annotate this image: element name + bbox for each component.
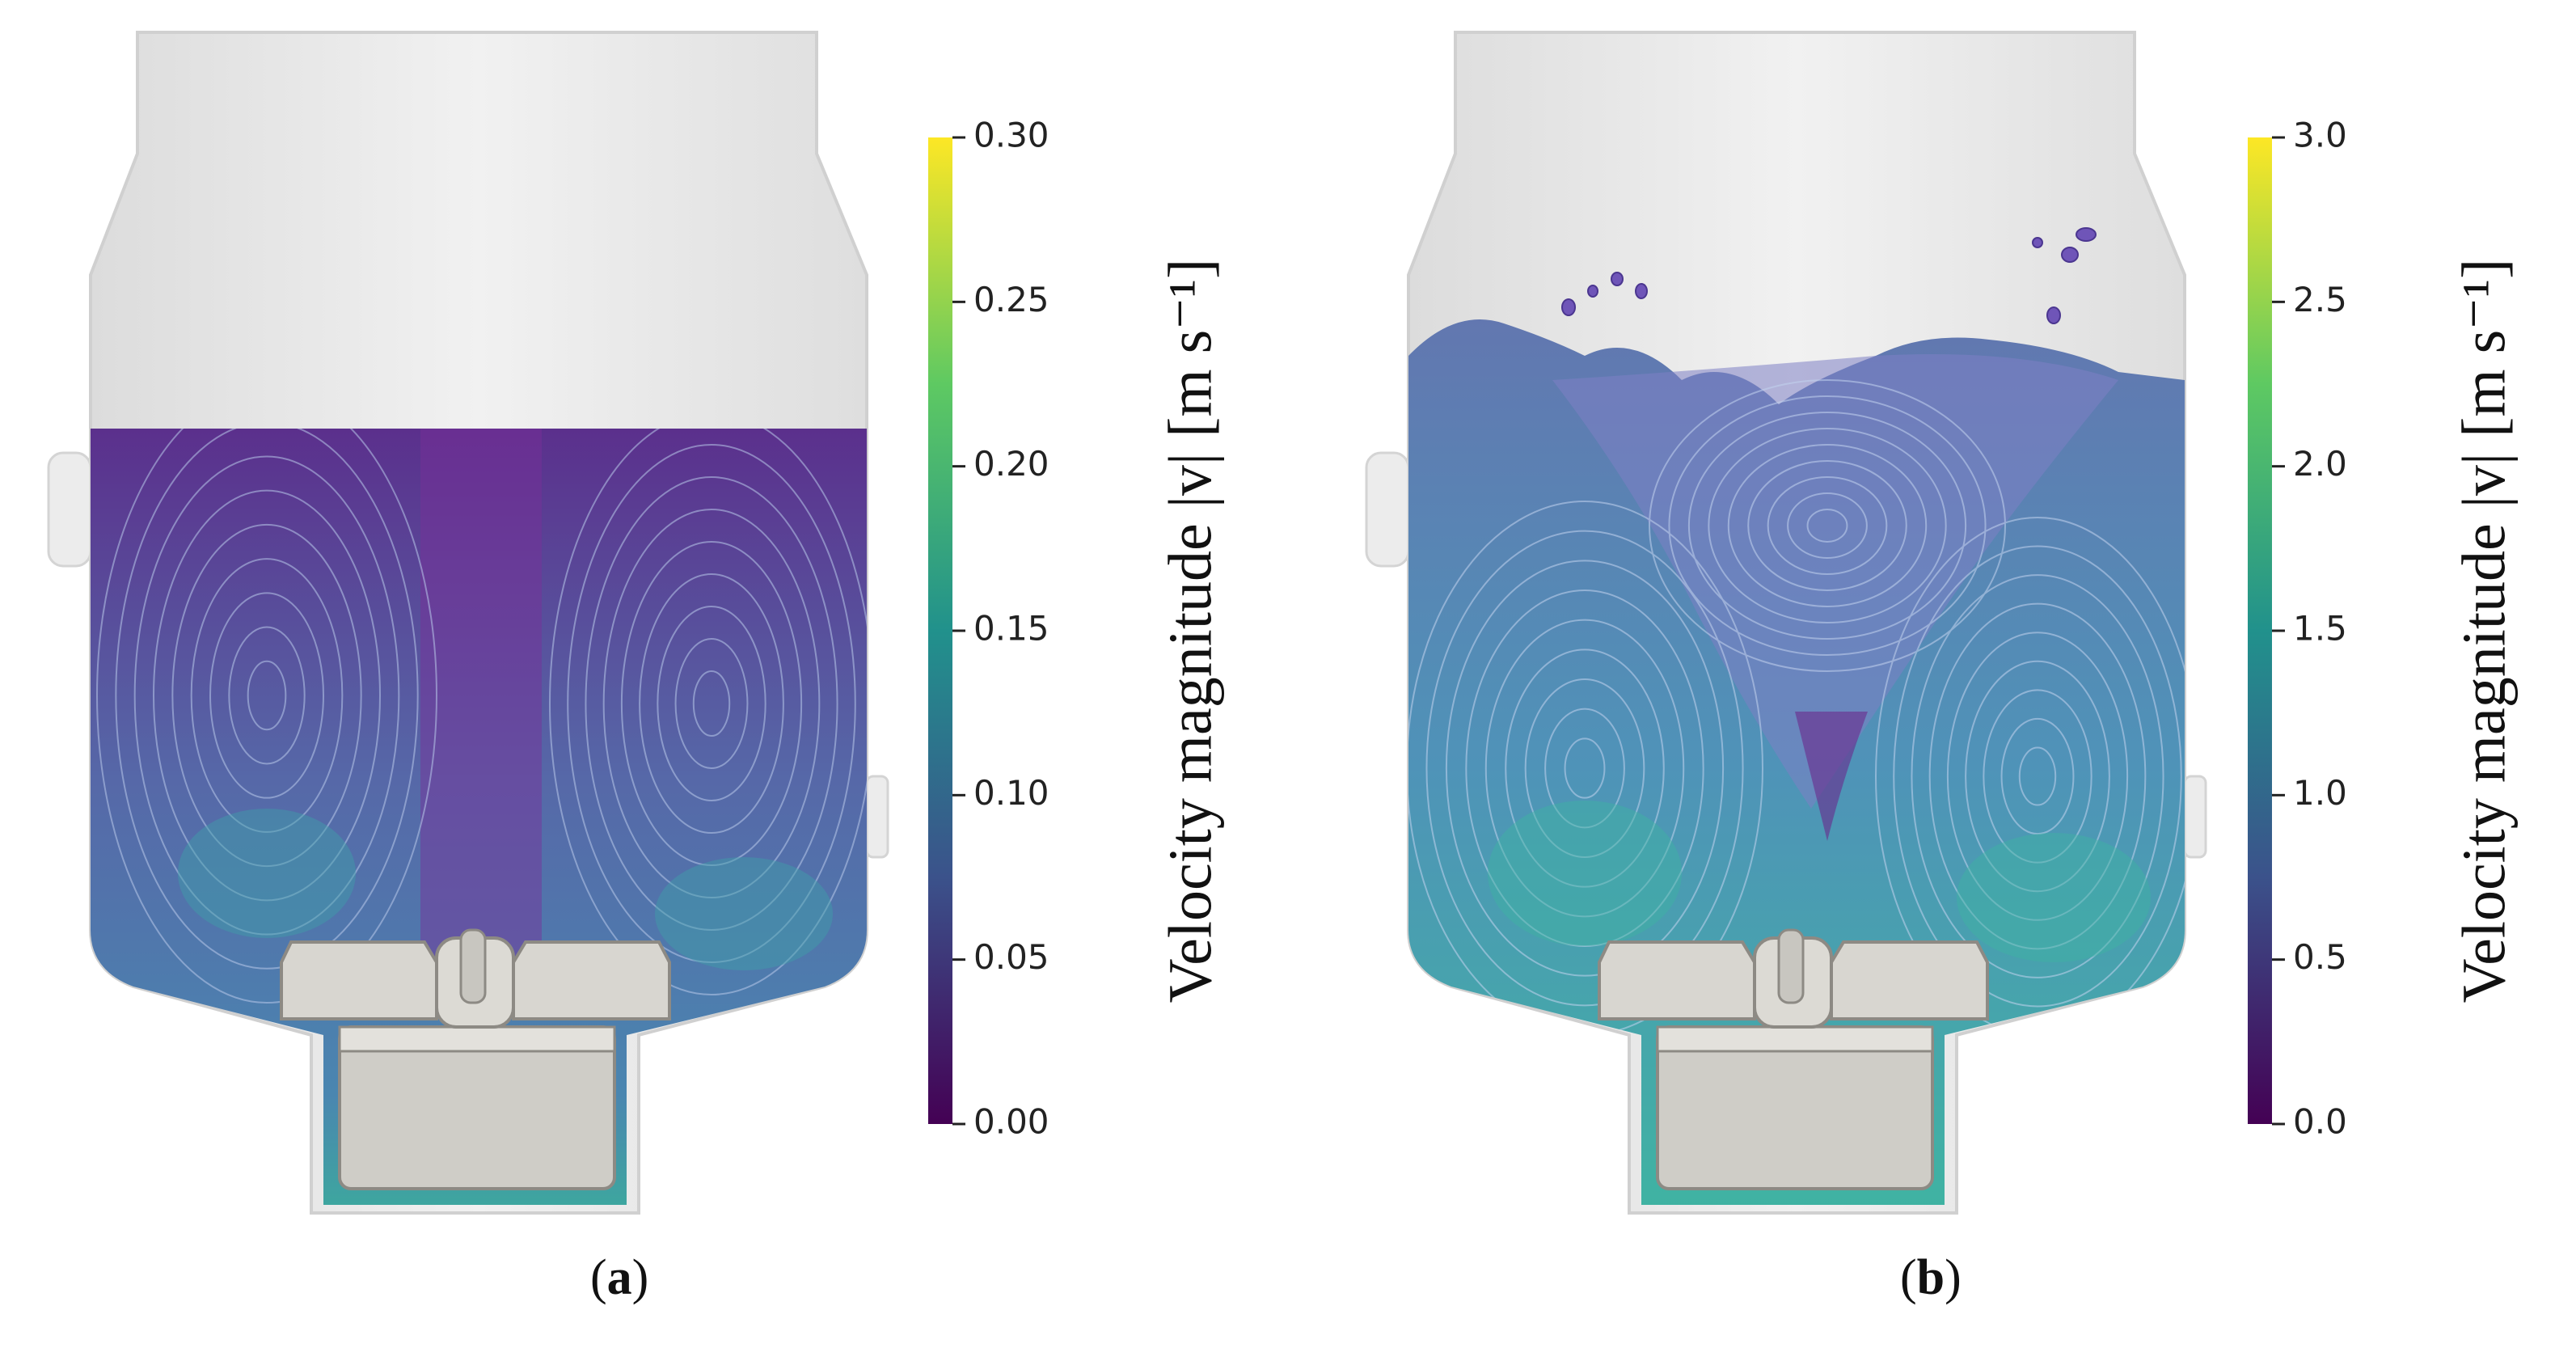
- streamline: [1893, 545, 2182, 1008]
- colorbar-tick-label: 0.05: [973, 937, 1049, 977]
- colorbar-title-b: Velocity magnitude |v| [m s⁻¹]: [2450, 259, 2518, 1004]
- streamline: [190, 558, 344, 833]
- panel-b-caption: (b): [1900, 1250, 1962, 1305]
- streamline: [153, 489, 381, 902]
- streamline: [2018, 746, 2057, 806]
- streamline: [247, 660, 287, 731]
- streamline: [1425, 530, 1744, 1007]
- streamline: [1787, 492, 1868, 559]
- streamline: [1544, 708, 1625, 829]
- side-port-left: [47, 451, 92, 568]
- impeller: [1598, 928, 1989, 1190]
- colorbar-tick-label: 0.5: [2293, 937, 2347, 977]
- streamline: [1564, 737, 1606, 799]
- streamline: [1806, 509, 1848, 543]
- streamline: [585, 476, 838, 931]
- droplets: [1561, 227, 2097, 324]
- colorbar-tick-label: 0.15: [973, 609, 1049, 649]
- streamline: [1524, 678, 1645, 858]
- streamline: [620, 541, 803, 866]
- colorbar-tick-label: 1.0: [2293, 773, 2347, 813]
- colorbar-tick-label: 0.25: [973, 280, 1049, 319]
- streamline: [1911, 574, 2164, 978]
- colorbar-tick-label: 3.0: [2293, 116, 2347, 155]
- streamline: [1484, 619, 1685, 918]
- streamline: [1465, 589, 1704, 947]
- streamline: [1983, 689, 2092, 864]
- streamline: [674, 638, 749, 769]
- streamline: [1505, 649, 1665, 888]
- colorbar-tick-label: 1.5: [2293, 609, 2347, 649]
- colorbar-tick-label: 0.20: [973, 444, 1049, 484]
- colorbar-tick-label: 0.0: [2293, 1102, 2347, 1142]
- streamline: [1649, 379, 2006, 672]
- panel-a-caption: (a): [590, 1250, 649, 1305]
- colorbar-b: 0.0 0.5 1.0 1.5 2.0 2.5 3.0 Velocity magnitude…: [2248, 116, 2518, 1142]
- streamline: [1946, 632, 2129, 921]
- streamline: [96, 429, 437, 1004]
- colorbar-tick-label: 0.10: [973, 773, 1049, 813]
- streamline: [1928, 602, 2147, 950]
- impeller: [280, 928, 671, 1190]
- streamline: [228, 626, 306, 765]
- streamline: [602, 509, 821, 898]
- streamline: [2000, 717, 2075, 835]
- streamline: [1445, 560, 1725, 977]
- colorbar-tick-label: 0.00: [973, 1102, 1049, 1142]
- streamline: [1708, 428, 1947, 623]
- streamline: [657, 606, 766, 801]
- colorbar-tick-label: 0.30: [973, 116, 1049, 155]
- streamline: [115, 429, 419, 970]
- streamline: [1965, 660, 2110, 893]
- streamline: [1767, 476, 1888, 575]
- streamline: [692, 670, 731, 737]
- panel-a: 0.00 0.05 0.10 0.15 0.20 0.25 0.30 Velocity ma…: [47, 31, 1224, 1215]
- colorbar-title-a: Velocity magnitude |v| [m s⁻¹]: [1156, 259, 1224, 1004]
- colorbar-a: 0.00 0.05 0.10 0.15 0.20 0.25 0.30 Velocity ma…: [928, 116, 1224, 1142]
- streamline: [1727, 444, 1928, 607]
- streamline: [1747, 460, 1907, 591]
- streamline: [209, 592, 324, 799]
- streamline: [1687, 412, 1967, 640]
- streamline: [567, 444, 856, 963]
- side-port-right: [2183, 775, 2207, 859]
- side-port-left: [1365, 451, 1410, 568]
- colorbar-tick-label: 2.0: [2293, 444, 2347, 484]
- fluid-velocity-field: [91, 429, 867, 1205]
- side-port-right: [865, 775, 889, 859]
- streamline: [1668, 395, 1987, 656]
- colorbar-tick-label: 2.5: [2293, 280, 2347, 319]
- streamline: [171, 523, 362, 868]
- panel-b: 0.0 0.5 1.0 1.5 2.0 2.5 3.0 Velocity magnitude…: [1365, 31, 2518, 1215]
- streamline: [639, 573, 784, 834]
- streamline: [133, 455, 400, 936]
- streamline: [549, 429, 867, 995]
